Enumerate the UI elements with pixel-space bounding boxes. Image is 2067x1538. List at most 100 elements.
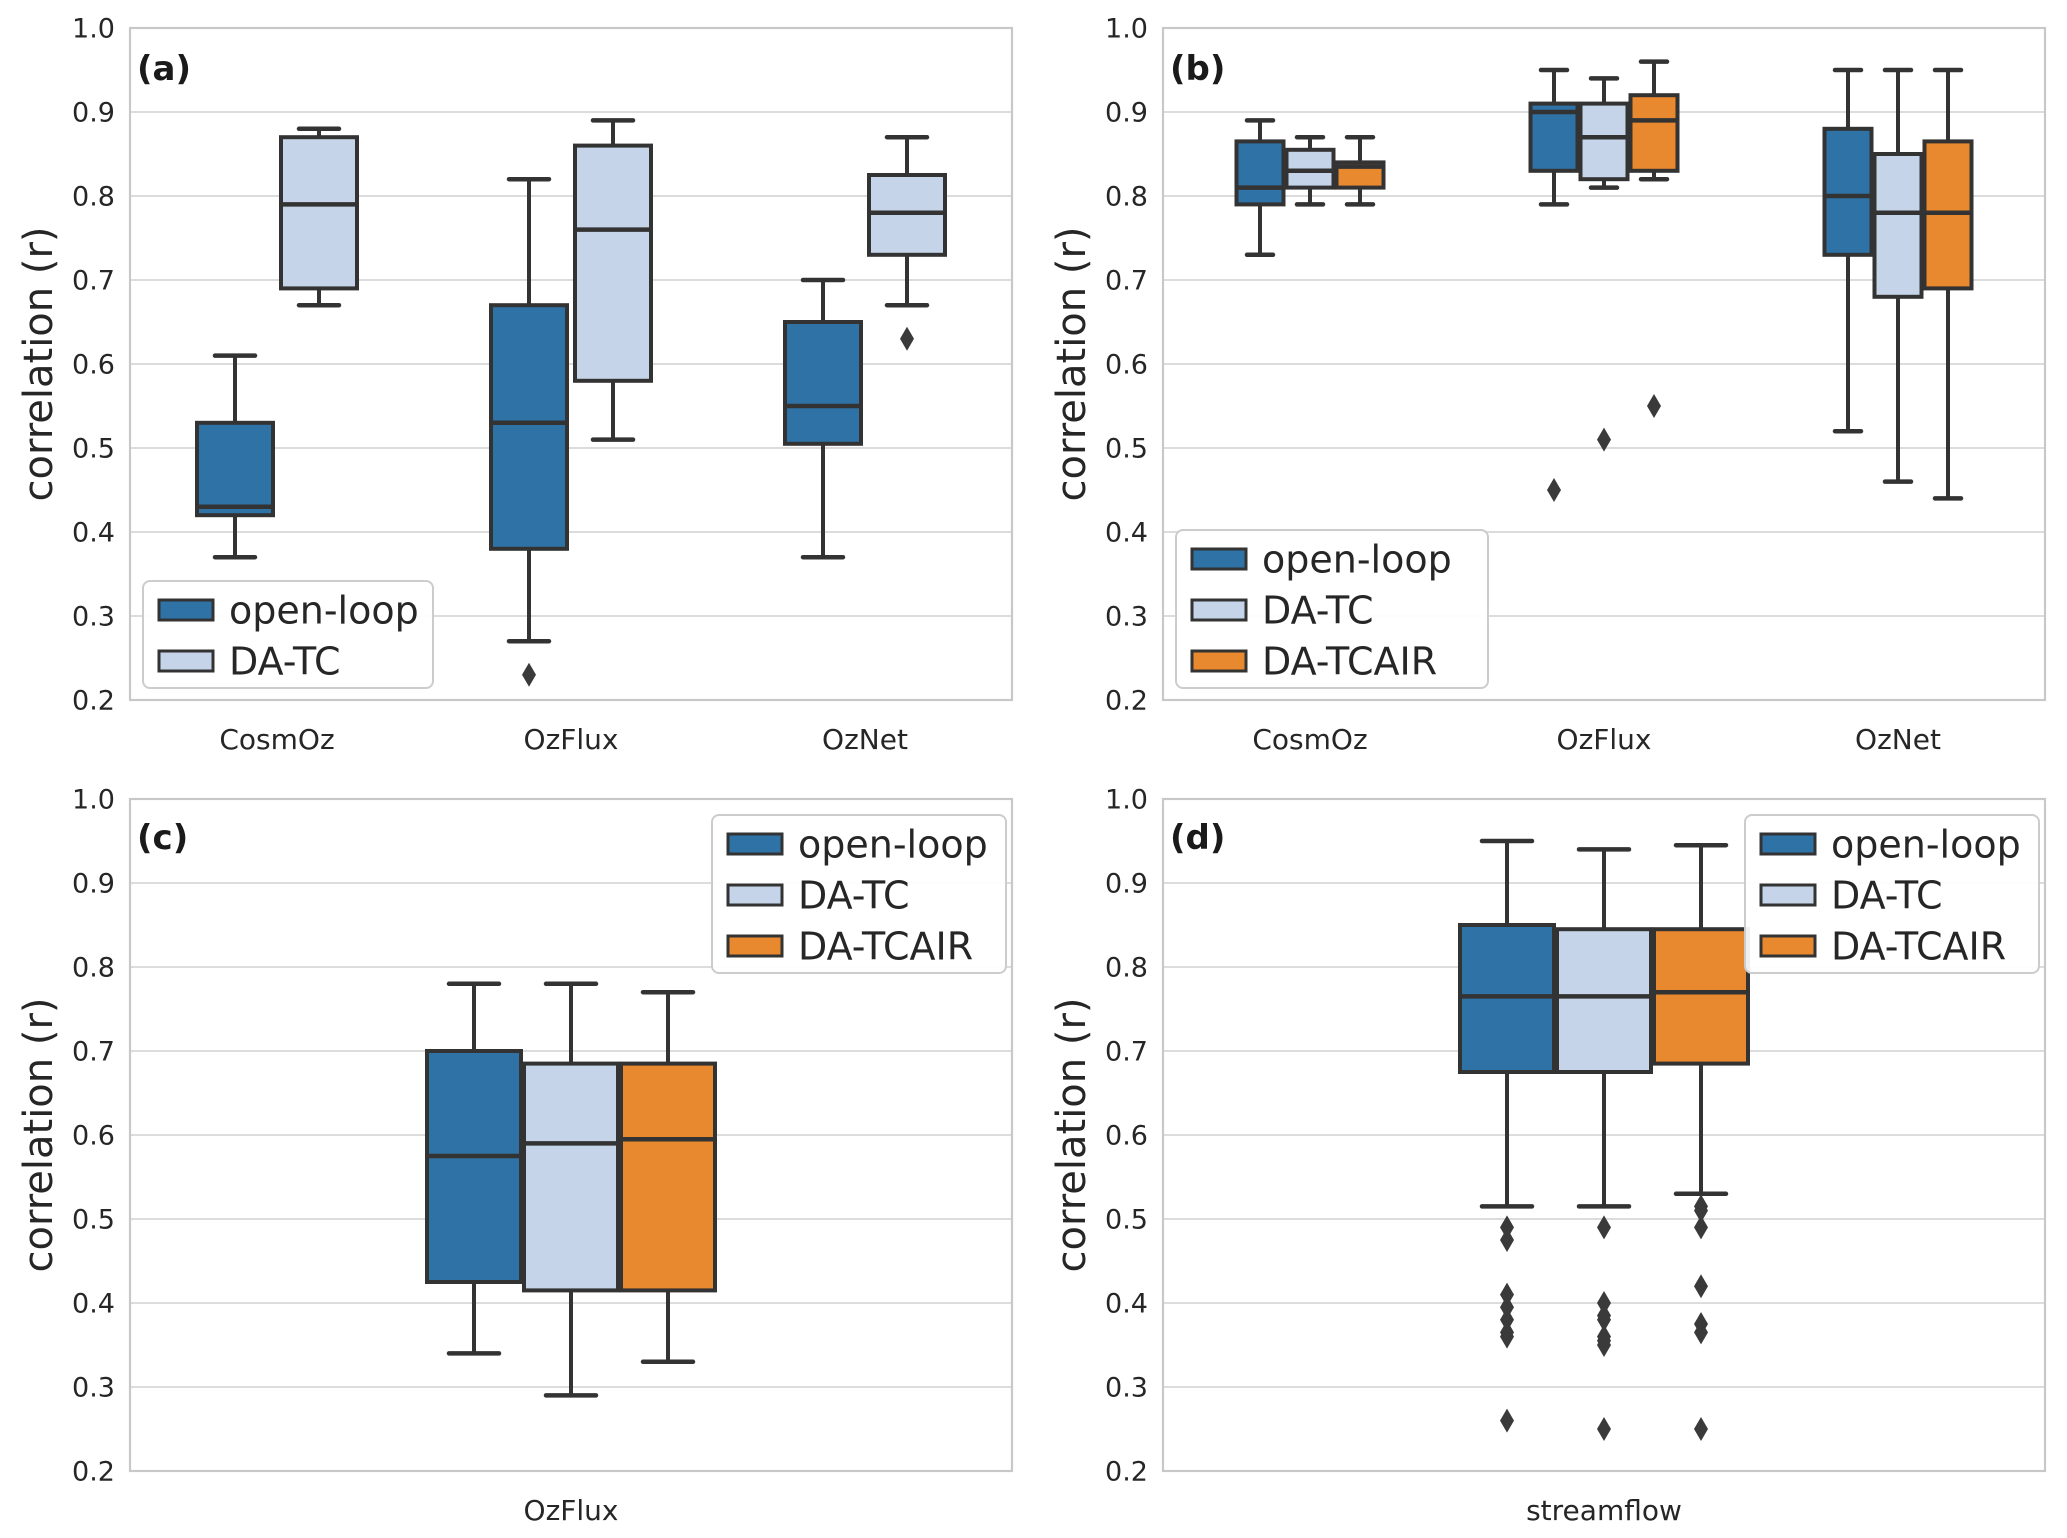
boxplot-DA-TC-OzFlux [573, 118, 653, 442]
y-tick-label: 0.7 [1105, 1036, 1148, 1067]
outlier-diamond [1647, 394, 1661, 418]
legend-swatch-open-loop [1759, 832, 1817, 856]
legend-box [1175, 529, 1489, 689]
boxplot-DA-TCAIR-OzNet [1922, 67, 1974, 501]
axes-border [128, 797, 1014, 1473]
y-tick-label: 0.8 [72, 952, 115, 983]
legend-box [142, 580, 434, 689]
legend-swatch-DA-TC [1190, 598, 1248, 622]
boxplot-DA-TCAIR-OzFlux [1628, 59, 1680, 418]
boxplot-open-loop-OzFlux [489, 176, 569, 687]
outlier-diamond [1500, 1282, 1514, 1307]
outlier-diamond [1694, 1417, 1708, 1441]
panel-d: 1.0 0.9 0.8 0.7 0.6 0.5 0.4 0.3 0.2 streamflow cor… [1033, 769, 2067, 1538]
outlier-diamond [1694, 1198, 1708, 1223]
x-category-label: OzFlux [1557, 723, 1652, 756]
y-tick-label: 0.2 [1105, 685, 1148, 716]
legend: open-loop DA-TC DA-TCAIR [1744, 814, 2040, 974]
y-tick-label: 0.5 [1105, 1204, 1148, 1235]
panel-letter: (b) [1170, 49, 1225, 89]
box-DA-TC [279, 135, 359, 291]
outlier-diamond [1500, 1295, 1514, 1320]
panel-d-chart: 1.0 0.9 0.8 0.7 0.6 0.5 0.4 0.3 0.2 streamflow cor… [1049, 784, 2047, 1527]
outlier-diamond [900, 326, 914, 351]
y-tick-label: 0.6 [72, 1120, 115, 1151]
box-DA-TCAIR [619, 1061, 717, 1293]
axes-border [1161, 26, 2047, 702]
legend-swatch-DA-TCAIR [1759, 934, 1817, 958]
legend-label: open-loop [798, 822, 988, 866]
y-tick-label: 0.3 [72, 601, 115, 632]
y-tick-label: 0.5 [72, 433, 115, 464]
legend: open-loop DA-TC DA-TCAIR [711, 814, 1007, 974]
y-tick-label: 0.6 [1105, 349, 1148, 380]
x-category-label: CosmOz [1252, 723, 1367, 756]
box-DA-TCAIR [1652, 927, 1750, 1066]
boxplot-open-loop-streamflow [1458, 838, 1556, 1433]
y-tick-label: 0.4 [1105, 517, 1148, 548]
legend-box [1744, 814, 2040, 974]
outlier-diamond [522, 662, 536, 687]
legend-label: DA-TC [798, 873, 910, 917]
y-tick-label: 0.4 [72, 1288, 115, 1319]
box-DA-TC [522, 1061, 620, 1293]
legend-swatch-open-loop [157, 598, 215, 622]
y-tick-label: 0.6 [72, 349, 115, 380]
panel-letter: (c) [137, 818, 188, 858]
outlier-diamond [1547, 478, 1561, 502]
boxplot-DA-TC-OzFlux [1578, 76, 1630, 452]
box-open-loop [489, 303, 569, 551]
outlier-diamond [1500, 1307, 1514, 1332]
outlier-diamond [1694, 1215, 1708, 1240]
boxplot-open-loop-OzFlux [1528, 67, 1580, 502]
box-open-loop [425, 1049, 523, 1284]
outlier-diamond [1694, 1320, 1708, 1345]
legend: open-loop DA-TC [142, 580, 434, 689]
y-tick-label: 0.9 [1105, 868, 1148, 899]
y-tick-label: 0.8 [1105, 952, 1148, 983]
outlier-diamond [1500, 1408, 1514, 1433]
x-category-label: streamflow [1526, 1494, 1682, 1527]
outlier-diamond [1597, 1333, 1611, 1357]
panel-a-chart: 1.0 0.9 0.8 0.7 0.6 0.5 0.4 0.3 0.2 CosmOz OzFlux O… [16, 13, 1014, 756]
outlier-diamond [1500, 1324, 1514, 1349]
box-open-loop [1822, 126, 1874, 257]
y-tick-label: 1.0 [72, 13, 115, 44]
box-open-loop [195, 420, 275, 518]
x-category-label: CosmOz [219, 723, 334, 756]
y-axis-label: correlation (r) [16, 227, 62, 502]
panel-b-chart: 1.0 0.9 0.8 0.7 0.6 0.5 0.4 0.3 0.2 CosmOz OzFlux O… [1049, 13, 2047, 756]
y-tick-label: 0.6 [1105, 1120, 1148, 1151]
axes-border [1161, 797, 2047, 1473]
boxplot-open-loop-CosmOz [1234, 118, 1286, 258]
panel-a: 1.0 0.9 0.8 0.7 0.6 0.5 0.4 0.3 0.2 CosmOz OzFlux O… [0, 0, 1033, 769]
y-axis-label: correlation (r) [1049, 998, 1095, 1273]
y-tick-label: 1.0 [72, 784, 115, 815]
boxplot-DA-TCAIR-streamflow [1652, 842, 1750, 1441]
y-tick-label: 0.5 [1105, 433, 1148, 464]
y-tick-label: 0.8 [1105, 181, 1148, 212]
y-tick-label: 0.3 [1105, 601, 1148, 632]
legend-label: DA-TCAIR [1262, 639, 1437, 683]
legend-label: DA-TC [1831, 873, 1943, 917]
boxplot-open-loop-OzNet [783, 277, 863, 560]
box-open-loop [783, 320, 863, 446]
box-DA-TC [1578, 101, 1630, 182]
boxplot-DA-TC-OzNet [1872, 67, 1924, 484]
panel-letter: (a) [137, 49, 191, 89]
box-open-loop [1528, 101, 1580, 173]
boxplot-DA-TC-OzFlux [522, 981, 620, 1398]
y-tick-label: 0.2 [1105, 1456, 1148, 1487]
legend-label: open-loop [1262, 537, 1452, 581]
legend-box [711, 814, 1007, 974]
outlier-diamond [1500, 1215, 1514, 1240]
y-axis-label: correlation (r) [16, 998, 62, 1273]
boxplot-DA-TCAIR-CosmOz [1334, 134, 1386, 207]
panel-c: 1.0 0.9 0.8 0.7 0.6 0.5 0.4 0.3 0.2 OzFlux correla… [0, 769, 1033, 1538]
panel-c-chart: 1.0 0.9 0.8 0.7 0.6 0.5 0.4 0.3 0.2 OzFlux correla… [16, 784, 1014, 1527]
legend-swatch-DA-TCAIR [1190, 649, 1248, 673]
y-tick-label: 0.3 [72, 1372, 115, 1403]
legend-label: DA-TC [1262, 588, 1374, 632]
x-category-label: OzFlux [524, 1494, 619, 1527]
